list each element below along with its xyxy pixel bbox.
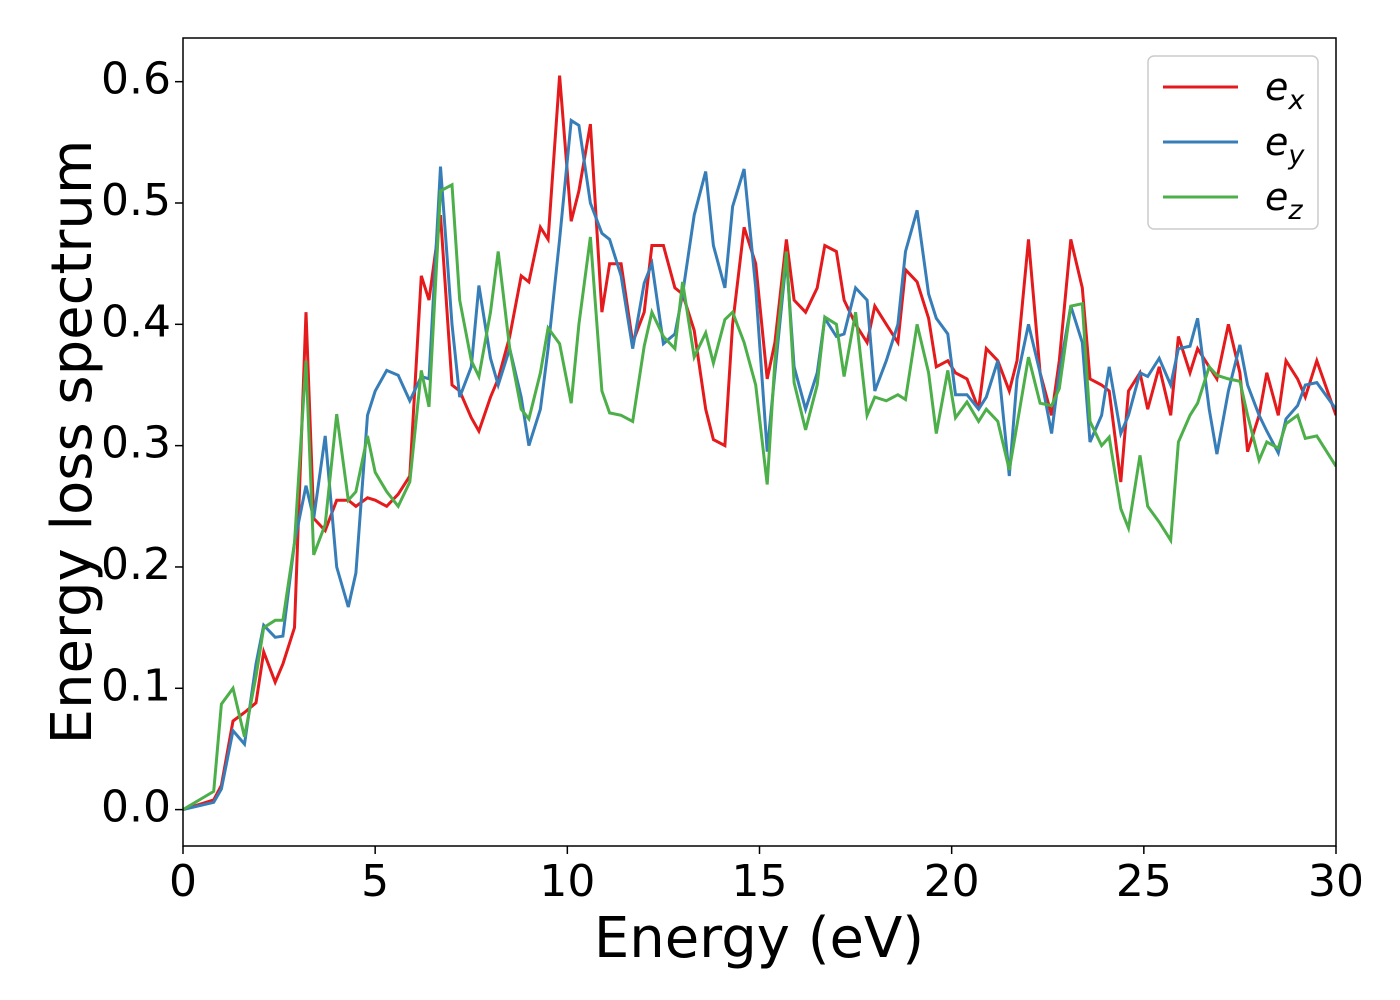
y-tick-label: 0.2 [101, 539, 171, 590]
legend-label-sub: z [1287, 195, 1303, 226]
y-tick-label: 0.6 [101, 54, 171, 105]
x-tick-label: 0 [169, 856, 197, 907]
x-tick-label: 25 [1116, 856, 1172, 907]
x-tick-label: 20 [924, 856, 980, 907]
legend-label: ez [1265, 175, 1303, 226]
y-tick-label: 0.3 [101, 418, 171, 469]
x-tick-label: 30 [1308, 856, 1364, 907]
line-series [183, 182, 1336, 811]
y-tick-label: 0.0 [101, 782, 171, 833]
legend-label-main: e [1265, 65, 1288, 109]
x-tick-label: 10 [539, 856, 595, 907]
legend-label: ex [1265, 65, 1305, 116]
legend-label-main: e [1265, 175, 1288, 219]
x-tick-label: 5 [361, 856, 389, 907]
legend-label-sub: x [1287, 85, 1305, 116]
y-tick-label: 0.1 [101, 660, 171, 711]
x-tick-label: 15 [732, 856, 788, 907]
y-tick-label: 0.4 [101, 296, 171, 347]
legend-label: ey [1265, 120, 1305, 171]
legend-label-sub: y [1287, 140, 1305, 171]
y-axis-label: Energy loss spectrum [40, 140, 105, 745]
plot-frame [182, 37, 1337, 847]
x-axis-label: Energy (eV) [594, 906, 924, 971]
legend-label-main: e [1265, 120, 1288, 164]
y-tick-label: 0.5 [101, 175, 171, 226]
